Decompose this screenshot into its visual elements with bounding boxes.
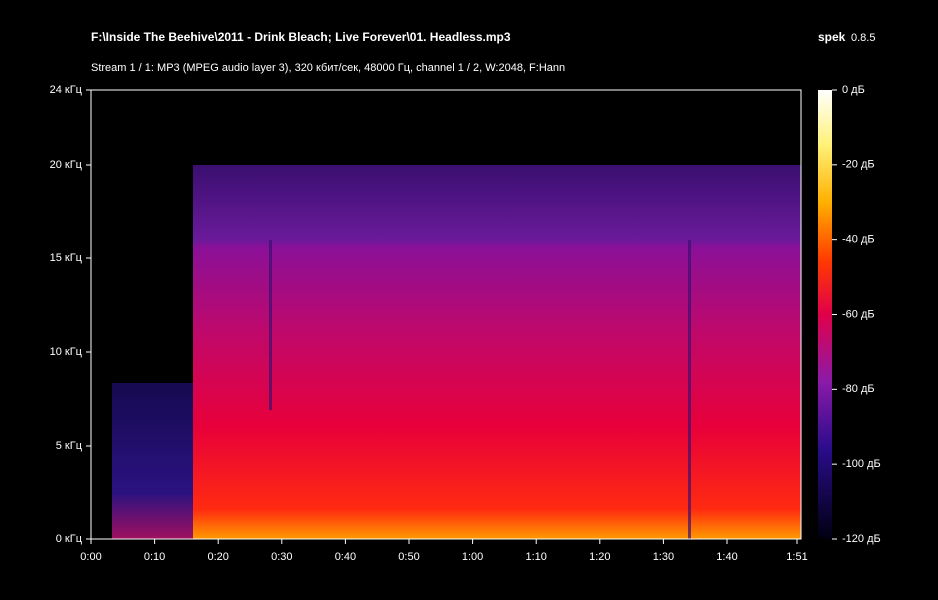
plot-frame <box>90 89 802 540</box>
main-spectrum <box>193 165 801 539</box>
level-label: 0 дБ <box>842 84 865 96</box>
time-label: 1:51 <box>786 551 807 563</box>
color-bar <box>818 90 832 539</box>
time-label: 0:00 <box>80 551 101 563</box>
time-label: 0:40 <box>335 551 356 563</box>
level-label: -80 дБ <box>842 383 875 395</box>
intro-spectrum <box>112 383 193 539</box>
time-label: 1:30 <box>653 551 674 563</box>
frequency-label: 0 кГц <box>56 533 83 545</box>
time-label: 1:00 <box>462 551 483 563</box>
level-label: -60 дБ <box>842 308 875 320</box>
app-name: spek <box>818 30 846 44</box>
frequency-label: 15 кГц <box>50 252 83 264</box>
frequency-label: 24 кГц <box>50 84 83 96</box>
stream-info: Stream 1 / 1: MP3 (MPEG audio layer 3), … <box>91 62 565 74</box>
frequency-label: 10 кГц <box>50 346 83 358</box>
spectrum-dip <box>688 240 691 539</box>
time-label: 0:20 <box>207 551 228 563</box>
time-label: 0:30 <box>271 551 292 563</box>
file-path: F:\Inside The Beehive\2011 - Drink Bleac… <box>91 30 511 44</box>
frequency-label: 5 кГц <box>56 440 83 452</box>
time-label: 0:10 <box>144 551 165 563</box>
level-label: -40 дБ <box>842 234 875 246</box>
level-label: -120 дБ <box>842 533 881 545</box>
time-label: 1:10 <box>525 551 546 563</box>
app-version: 0.8.5 <box>851 32 875 44</box>
time-label: 1:20 <box>589 551 610 563</box>
spectrum-dip <box>269 240 272 410</box>
level-label: -20 дБ <box>842 159 875 171</box>
time-label: 0:50 <box>398 551 419 563</box>
level-label: -100 дБ <box>842 458 881 470</box>
frequency-label: 20 кГц <box>50 159 83 171</box>
time-label: 1:40 <box>716 551 737 563</box>
